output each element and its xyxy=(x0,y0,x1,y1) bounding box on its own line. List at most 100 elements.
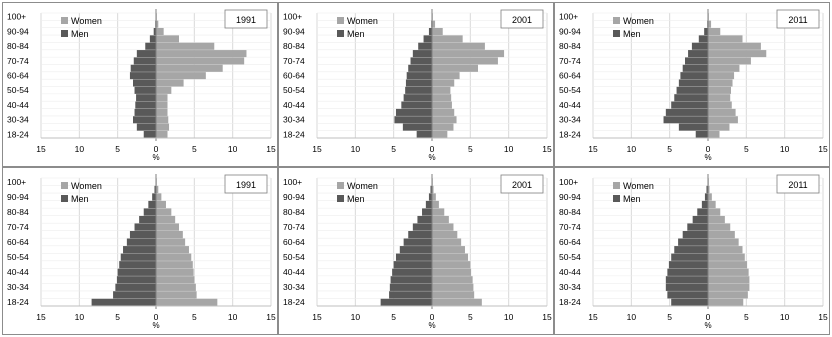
bar-women xyxy=(432,185,434,194)
bar-women xyxy=(432,276,473,284)
bar-women xyxy=(708,283,750,291)
bar-men xyxy=(134,86,156,94)
y-tick-label: 18-24 xyxy=(7,129,29,139)
bar-women xyxy=(432,20,436,28)
bar-men xyxy=(153,28,156,36)
y-tick-label: 18-24 xyxy=(283,297,305,307)
year-box xyxy=(776,9,820,29)
bar-women xyxy=(708,291,748,299)
x-tick-label: 15 xyxy=(542,144,552,154)
y-tick-label: 18-24 xyxy=(283,129,305,139)
bar-women xyxy=(432,64,478,72)
x-tick-label: 5 xyxy=(468,312,473,322)
y-tick-label: 90-94 xyxy=(559,192,581,202)
y-tick-label: 40-44 xyxy=(559,267,581,277)
bar-men xyxy=(678,123,708,131)
bar-men xyxy=(133,79,156,87)
bar-women xyxy=(432,123,454,131)
bar-women xyxy=(432,130,448,138)
bar-women xyxy=(156,283,196,291)
y-tick-label: 90-94 xyxy=(283,192,305,202)
bar-women xyxy=(432,246,465,254)
y-tick-label: 90-94 xyxy=(283,26,305,36)
bar-men xyxy=(399,246,432,254)
x-tick-label: 0 xyxy=(154,144,159,154)
bar-men xyxy=(401,101,432,109)
x-axis-label: % xyxy=(704,153,711,162)
y-tick-label: 50-54 xyxy=(559,252,581,262)
bar-men xyxy=(687,223,708,231)
bar-men xyxy=(154,185,156,194)
bar-women xyxy=(432,79,455,87)
bar-men xyxy=(701,200,708,209)
bar-women xyxy=(708,35,743,43)
bar-men xyxy=(126,238,156,246)
bar-women xyxy=(708,185,710,194)
x-tick-label: 0 xyxy=(706,144,711,154)
chart-svg: 18-24 30-34 40-44 50-54 60-64 70-74 80-84 90-94… xyxy=(559,174,828,330)
year-box xyxy=(776,174,820,194)
bar-women xyxy=(708,94,731,102)
bar-women xyxy=(156,253,192,261)
bar-men xyxy=(136,50,156,58)
bar-men xyxy=(706,185,708,194)
x-tick-label: 10 xyxy=(780,144,790,154)
chart-svg: 18-24 30-34 40-44 50-54 60-64 70-74 80-84 90-94… xyxy=(283,9,552,162)
bar-men xyxy=(403,238,432,246)
legend-label-women: Women xyxy=(71,181,102,191)
x-tick-label: 5 xyxy=(391,312,396,322)
legend-swatch-men xyxy=(337,195,344,202)
bar-women xyxy=(432,101,452,109)
bar-women xyxy=(432,28,443,36)
legend-label-men: Men xyxy=(71,194,89,204)
bar-men xyxy=(406,72,432,80)
legend-label-women: Women xyxy=(71,16,102,26)
bar-men xyxy=(133,116,156,124)
y-tick-label: 30-34 xyxy=(283,115,305,125)
legend: Women Men xyxy=(613,16,654,39)
x-axis-label: % xyxy=(704,321,711,330)
x-tick-label: 15 xyxy=(266,144,276,154)
bar-women xyxy=(432,86,451,94)
x-tick-label: 15 xyxy=(36,312,46,322)
y-tick-label: 100+ xyxy=(7,12,26,22)
bar-women xyxy=(432,57,498,65)
bar-women xyxy=(708,193,712,201)
x-axis-label: % xyxy=(428,321,435,330)
bar-men xyxy=(149,35,156,43)
y-tick-label: 50-54 xyxy=(559,85,581,95)
bar-women xyxy=(156,246,189,254)
y-tick-label: 60-64 xyxy=(559,71,581,81)
y-tick-label: 30-34 xyxy=(559,282,581,292)
bar-women xyxy=(156,101,168,109)
bar-women xyxy=(708,79,733,87)
x-tick-label: 5 xyxy=(115,144,120,154)
y-tick-label: 100+ xyxy=(559,177,578,187)
bar-men xyxy=(148,200,156,209)
bar-men xyxy=(389,291,432,299)
chart-svg: 18-24 30-34 40-44 50-54 60-64 70-74 80-84 90-94… xyxy=(283,174,552,330)
bar-women xyxy=(432,283,474,291)
bar-men xyxy=(678,79,708,87)
bar-women xyxy=(156,35,179,43)
bar-women xyxy=(708,20,712,28)
bar-men xyxy=(682,231,708,239)
bar-women xyxy=(156,268,194,276)
bar-men xyxy=(394,116,432,124)
y-tick-label: 70-74 xyxy=(7,222,29,232)
bar-men xyxy=(692,215,708,224)
x-tick-label: 5 xyxy=(192,312,197,322)
y-tick-label: 90-94 xyxy=(7,26,29,36)
year-label: 2011 xyxy=(788,180,807,190)
bar-women xyxy=(708,253,745,261)
bar-men xyxy=(697,208,708,216)
bar-men xyxy=(665,276,708,284)
bar-women xyxy=(708,28,721,36)
legend-swatch-women xyxy=(61,17,68,24)
y-tick-label: 60-64 xyxy=(559,237,581,247)
bar-men xyxy=(395,108,432,116)
x-tick-label: 15 xyxy=(818,144,828,154)
bar-women xyxy=(156,123,170,131)
chart-svg: 18-24 30-34 40-44 50-54 60-64 70-74 80-84 90-94… xyxy=(7,174,276,330)
pyramid-chart-1991-bottom: 18-24 30-34 40-44 50-54 60-64 70-74 80-84 90-94… xyxy=(2,167,278,335)
